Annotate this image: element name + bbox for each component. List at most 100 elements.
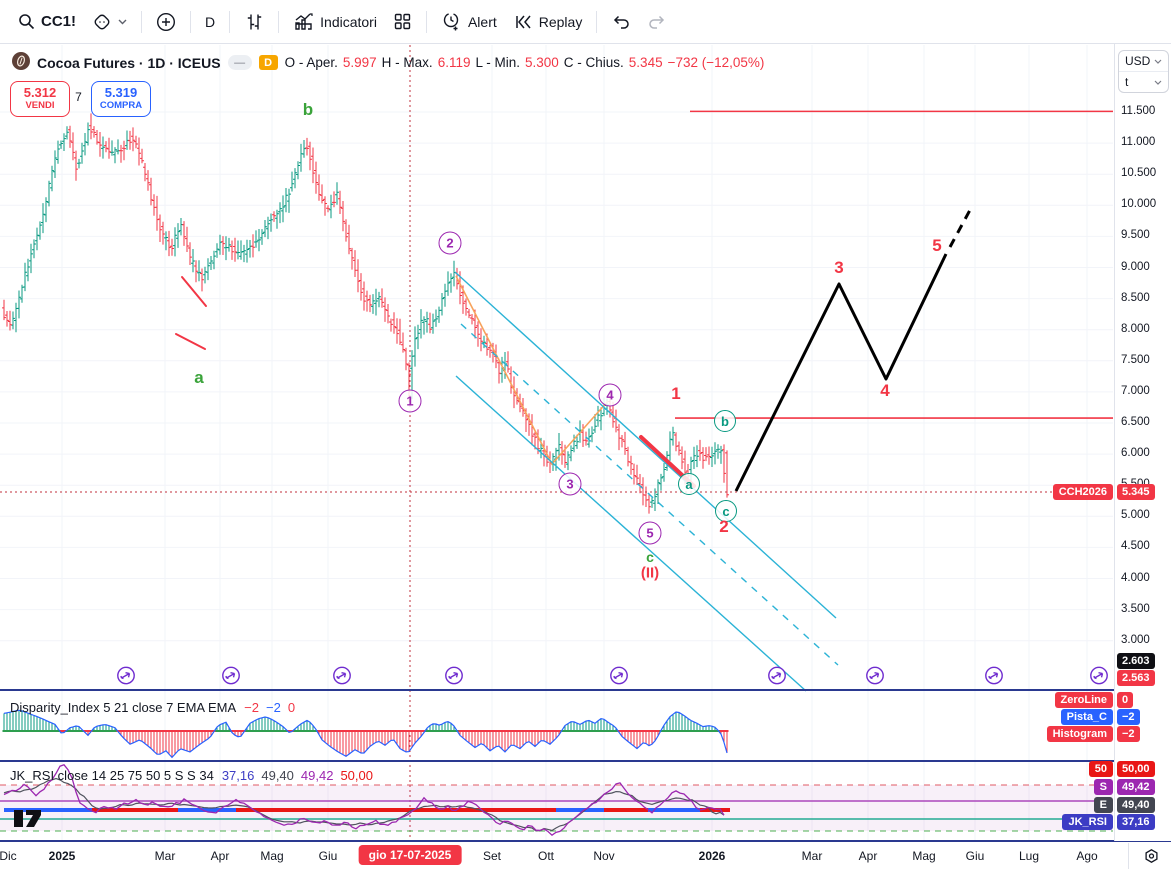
currency-selector[interactable]: USD xyxy=(1119,51,1168,71)
sell-button[interactable]: 5.312 VENDI xyxy=(10,81,70,117)
alert-clock-icon xyxy=(441,11,462,32)
rsi-legend[interactable]: JK_RSI close 14 25 75 50 5 S S 34 37,16 4… xyxy=(10,768,373,783)
wave-number-label[interactable]: (II) xyxy=(640,564,660,582)
symbol-logo-icon xyxy=(12,52,30,73)
undo-button[interactable] xyxy=(603,6,639,38)
toolbar-separator xyxy=(596,10,598,33)
price-axis-badge: 0 xyxy=(1117,692,1134,708)
undo-icon xyxy=(611,13,631,31)
time-axis-label: Ott xyxy=(537,849,555,863)
wave-number-label[interactable]: 5 xyxy=(932,236,942,255)
contract-roll-icon[interactable] xyxy=(445,666,464,690)
time-axis-label: 2025 xyxy=(48,849,76,863)
price-axis-label: 8.000 xyxy=(1121,322,1150,335)
buy-button[interactable]: 5.319 COMPRA xyxy=(91,81,151,117)
price-axis-badge: 50,00 xyxy=(1117,761,1155,777)
elliott-wave-circle-teal[interactable]: a xyxy=(678,473,700,495)
elliott-wave-circle-purple[interactable]: 1 xyxy=(398,389,422,413)
symbol-flag-button[interactable] xyxy=(84,6,135,38)
interval-chip[interactable]: D xyxy=(258,55,278,70)
disparity-values: −2 −2 0 xyxy=(244,700,295,715)
toolbar-separator xyxy=(425,10,427,33)
contract-roll-icon[interactable] xyxy=(985,666,1004,690)
spread-value: 7 xyxy=(75,90,82,104)
contract-roll-icon[interactable] xyxy=(333,666,352,690)
replay-button[interactable]: Replay xyxy=(505,6,591,38)
chart-canvas[interactable] xyxy=(0,44,1113,841)
price-axis-label: 6.500 xyxy=(1121,416,1150,428)
contract-roll-icon[interactable] xyxy=(222,666,241,690)
chart-style-button[interactable] xyxy=(236,6,272,38)
channel-midline-dashed[interactable] xyxy=(460,323,839,666)
price-axis-label: 9.500 xyxy=(1121,229,1150,242)
time-axis-label: Apr xyxy=(210,849,230,863)
red-trend-segment[interactable] xyxy=(175,333,206,350)
price-axis[interactable]: USD t 11.500 11.000 10.500 10.000 9.500 9.000… xyxy=(1114,44,1171,841)
symbol-legend[interactable]: Cocoa Futures · 1D · ICEUS — D O - Aper.… xyxy=(12,52,764,73)
add-symbol-button[interactable] xyxy=(148,6,184,38)
time-axis-label: Ago xyxy=(1076,849,1098,863)
plot-name-badge: ZeroLine xyxy=(1054,692,1113,708)
axis-settings-button[interactable] xyxy=(1128,843,1165,869)
ohlc-value: 5.300 xyxy=(524,55,559,70)
rsi-legend-title: JK_RSI close 14 25 75 50 5 S S 34 xyxy=(10,768,214,783)
pane-separator[interactable] xyxy=(0,760,1171,762)
contract-roll-icon[interactable] xyxy=(117,666,136,690)
contract-roll-icon[interactable] xyxy=(866,666,885,690)
layout-grid-button[interactable] xyxy=(385,6,420,38)
elliott-wave-circle-purple[interactable]: 4 xyxy=(598,383,622,407)
projection-line-dashed[interactable] xyxy=(948,209,972,248)
indicators-button[interactable]: Indicatori xyxy=(285,6,385,38)
elliott-wave-circle-purple[interactable]: 5 xyxy=(638,521,662,545)
price-axis-label: 10.000 xyxy=(1121,198,1157,211)
channel-line[interactable] xyxy=(455,375,807,692)
buy-label: COMPRA xyxy=(99,100,143,111)
time-axis-label: Mag xyxy=(912,849,936,863)
elliott-wave-circle-purple[interactable]: 3 xyxy=(558,472,582,496)
price-axis-label: 9.000 xyxy=(1121,260,1150,273)
time-axis[interactable]: Dic 2025 Mar Apr Mag Giu Set Ott Nov 2026 Mar Apr Ma… xyxy=(0,842,1171,871)
ohlc-label: C - Chius. xyxy=(563,55,624,70)
unit-row-selector[interactable]: t xyxy=(1119,71,1168,92)
buy-price: 5.319 xyxy=(104,85,138,101)
wave-letter-label[interactable]: c xyxy=(646,549,654,565)
red-trend-segment[interactable] xyxy=(181,276,207,307)
unit-label: t xyxy=(1125,75,1129,89)
disparity-legend-title: Disparity_Index 5 21 close 7 EMA EMA xyxy=(10,700,237,715)
contract-roll-icon[interactable] xyxy=(768,666,787,690)
elliott-wave-circle-teal[interactable]: b xyxy=(714,410,736,432)
price-axis-label: 11.500 xyxy=(1121,105,1156,117)
source-chip[interactable]: — xyxy=(227,55,252,70)
wave-number-label[interactable]: 4 xyxy=(880,381,890,400)
symbol-flag-icon xyxy=(92,12,112,32)
toolbar-separator xyxy=(229,10,231,33)
interval-button[interactable]: D xyxy=(197,6,223,38)
disparity-value: 0 xyxy=(287,700,296,715)
price-axis-label: 5.000 xyxy=(1121,509,1150,522)
redo-button[interactable] xyxy=(639,6,675,38)
grid-icon xyxy=(393,12,412,31)
wave-number-label[interactable]: 1 xyxy=(671,384,681,403)
disparity-legend[interactable]: Disparity_Index 5 21 close 7 EMA EMA −2−… xyxy=(10,700,295,715)
price-axis-label: 7.500 xyxy=(1121,353,1150,366)
symbol-title: Cocoa Futures · 1D · ICEUS xyxy=(37,54,221,71)
wave-letter-label[interactable]: a xyxy=(194,368,204,387)
elliott-wave-circle-purple[interactable]: 2 xyxy=(438,231,462,255)
contract-roll-icon[interactable] xyxy=(610,666,629,690)
wave-number-label[interactable]: 3 xyxy=(834,258,844,277)
orange-zigzag-line[interactable] xyxy=(455,275,609,466)
price-axis-label: 8.500 xyxy=(1121,291,1150,304)
alert-button[interactable]: Alert xyxy=(433,6,505,38)
projection-line[interactable] xyxy=(734,253,948,492)
wave-number-label[interactable]: 2 xyxy=(719,517,729,536)
channel-line[interactable] xyxy=(454,271,837,619)
wave-letter-label[interactable]: b xyxy=(302,100,314,119)
contract-roll-icon[interactable] xyxy=(1090,666,1109,690)
plot-name-badge: CCH2026 xyxy=(1052,484,1113,500)
rsi-value: 37,16 xyxy=(221,768,255,783)
trade-panel: 5.312 VENDI 7 5.319 COMPRA xyxy=(10,81,151,117)
elliott-wave-circle-teal[interactable]: c xyxy=(715,500,737,522)
symbol-search-button[interactable]: CC1! xyxy=(10,6,84,38)
tradingview-logo[interactable] xyxy=(14,810,41,827)
pane-separator[interactable] xyxy=(0,689,1171,691)
